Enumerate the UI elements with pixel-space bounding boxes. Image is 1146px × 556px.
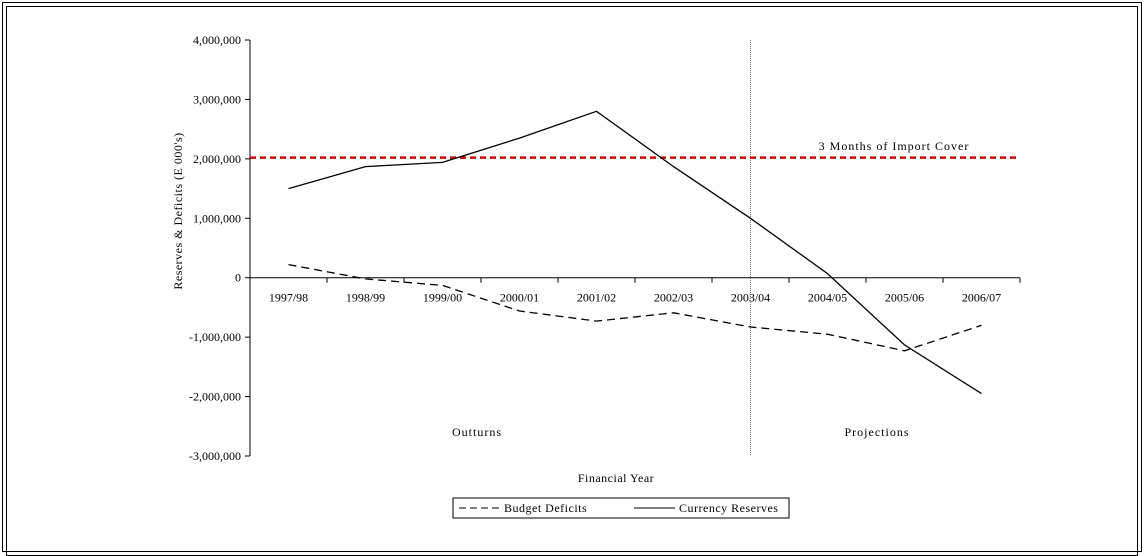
y-tick-label: 0 — [235, 271, 241, 285]
legend-label-budget-deficits: Budget Deficits — [504, 501, 587, 515]
y-tick-label: -2,000,000 — [189, 390, 241, 404]
x-tick-label: 1997/98 — [269, 291, 308, 305]
legend-label-currency-reserves: Currency Reserves — [679, 501, 778, 515]
outturns-label: Outturns — [452, 425, 502, 439]
y-tick-label: 2,000,000 — [193, 152, 241, 166]
y-tick-label: 4,000,000 — [193, 33, 241, 47]
x-tick-label: 2000/01 — [500, 291, 539, 305]
projections-label: Projections — [845, 425, 910, 439]
y-tick-label: 1,000,000 — [193, 211, 241, 225]
x-tick-label: 2002/03 — [654, 291, 693, 305]
reference-line-label: 3 Months of Import Cover — [819, 139, 970, 153]
series-line-budget-deficits — [288, 263, 982, 352]
y-axis: 4,000,000 3,000,000 2,000,000 1,000,000 0 -1,… — [189, 33, 251, 463]
x-tick-label: 2005/06 — [885, 291, 924, 305]
y-axis-title: Reserves & Deficits (E 000's) — [171, 132, 185, 289]
legend-box — [452, 497, 790, 519]
x-tick-label: 1998/99 — [346, 291, 385, 305]
line-chart: 4,000,000 3,000,000 2,000,000 1,000,000 0 -1,… — [171, 33, 1021, 519]
x-tick-label: 2004/05 — [808, 291, 847, 305]
x-tick-label: 2001/02 — [577, 291, 616, 305]
y-tick-label: 3,000,000 — [193, 92, 241, 106]
x-axis-title: Financial Year — [578, 471, 654, 485]
x-tick-label: 2006/07 — [962, 291, 1001, 305]
x-tick-label: 1999/00 — [423, 291, 462, 305]
y-tick-label: -3,000,000 — [189, 449, 241, 463]
series-group — [288, 110, 982, 395]
x-axis: 1997/98 1998/99 1999/00 2000/01 2001/02 2002/… — [249, 40, 1021, 456]
legend: Budget Deficits Currency Reserves — [452, 497, 790, 519]
series-line-currency-reserves — [288, 110, 982, 395]
y-tick-label: -1,000,000 — [189, 330, 241, 344]
x-tick-label: 2003/04 — [731, 291, 770, 305]
